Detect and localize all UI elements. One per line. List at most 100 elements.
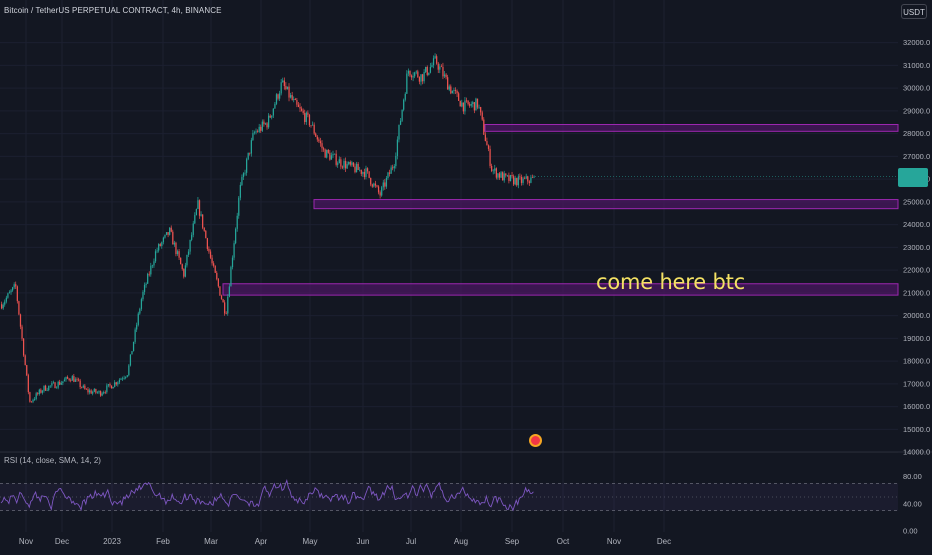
candle-body (16, 286, 18, 302)
time-axis-tick: Nov (607, 537, 621, 546)
price-axis-tick: 31000.0 (903, 61, 930, 70)
candle-body (520, 176, 523, 183)
candle-body (184, 265, 187, 277)
candle-body (412, 76, 414, 78)
candle-body (297, 104, 300, 107)
candle-body (2, 304, 4, 309)
candle-body (246, 159, 248, 173)
price-axis-tick: 32000.0 (903, 38, 930, 47)
candle-body (473, 102, 476, 111)
price-axis-tick: 19000.0 (903, 334, 930, 343)
candle-body (62, 381, 64, 383)
candle-body (401, 109, 403, 121)
price-axis-tick: 18000.0 (903, 357, 930, 366)
annotation-text[interactable]: come here btc (596, 270, 745, 294)
candle-body (7, 293, 9, 298)
candle-body (462, 102, 465, 112)
candle-body (324, 149, 326, 158)
candle-body (421, 74, 424, 82)
candle-body (486, 141, 488, 146)
candle-body (151, 265, 154, 267)
candle-body (142, 291, 144, 300)
rsi-indicator-label[interactable]: RSI (14, close, SMA, 14, 2) (4, 456, 101, 465)
candle-body (191, 234, 193, 240)
candle-body (360, 169, 362, 174)
event-marker-icon[interactable] (529, 434, 542, 447)
candle-body (278, 93, 281, 99)
candle-body (277, 94, 279, 99)
candle-body (59, 381, 61, 385)
candle-body (293, 99, 295, 100)
candle-body (316, 136, 318, 140)
time-axis-tick: Oct (557, 537, 570, 546)
time-axis-tick: Nov (19, 537, 33, 546)
price-axis-tick: 28000.0 (903, 129, 930, 138)
candle-body (145, 283, 147, 285)
candle-body (291, 95, 293, 100)
rsi-axis-tick: 80.00 (903, 472, 922, 481)
candle-body (440, 66, 443, 68)
candle-body (484, 134, 486, 142)
candle-body (165, 232, 168, 235)
candle-body (403, 99, 405, 110)
candle-body (82, 385, 84, 388)
candle-body (118, 379, 121, 383)
time-axis-tick: Feb (156, 537, 170, 546)
candle-body (79, 380, 81, 388)
currency-selector[interactable]: USDT (901, 4, 927, 19)
candle-body (503, 173, 505, 181)
candle-body (305, 112, 307, 123)
candle-body (241, 176, 243, 185)
candle-body (161, 242, 163, 246)
candle-body (186, 254, 188, 266)
candle-body (134, 329, 136, 342)
candle-body (500, 172, 502, 178)
candle-body (286, 86, 289, 90)
candle-body (189, 239, 191, 252)
candle-body (49, 385, 51, 387)
candle-body (476, 98, 479, 108)
candle-body (38, 389, 40, 395)
candle-body (15, 284, 17, 287)
candle-body (143, 284, 146, 292)
candle-body (398, 124, 400, 140)
candle-body (120, 378, 122, 380)
candle-body (318, 139, 320, 142)
candle-body (73, 376, 75, 382)
candle-body (359, 169, 361, 171)
candle-body (451, 90, 454, 94)
candle-body (368, 171, 370, 178)
candle-body (123, 377, 125, 379)
candle-body (480, 107, 482, 113)
candle-body (362, 171, 364, 174)
candle-body (307, 112, 309, 115)
candle-body (167, 232, 169, 235)
candle-body (282, 80, 284, 83)
candle-body (431, 65, 433, 68)
candle-body (514, 177, 516, 185)
candle-body (172, 231, 174, 245)
candle-body (178, 251, 180, 258)
candle-body (22, 338, 25, 356)
candle-body (239, 184, 241, 198)
candle-body (524, 178, 526, 180)
time-axis-tick: Dec (55, 537, 69, 546)
candle-body (129, 354, 132, 366)
candle-body (268, 115, 270, 128)
candle-body (125, 376, 127, 378)
candle-body (415, 71, 417, 73)
candle-body (4, 301, 6, 305)
price-axis-tick: 22000.0 (903, 266, 930, 275)
candle-body (227, 296, 229, 314)
candle-body (321, 143, 323, 149)
rsi-line (0, 478, 534, 512)
candle-body (348, 161, 350, 165)
candle-body (352, 162, 355, 167)
candle-body (176, 251, 179, 255)
candle-body (128, 365, 130, 376)
candle-body (346, 164, 348, 169)
candle-body (266, 123, 268, 128)
candle-body (132, 341, 135, 352)
